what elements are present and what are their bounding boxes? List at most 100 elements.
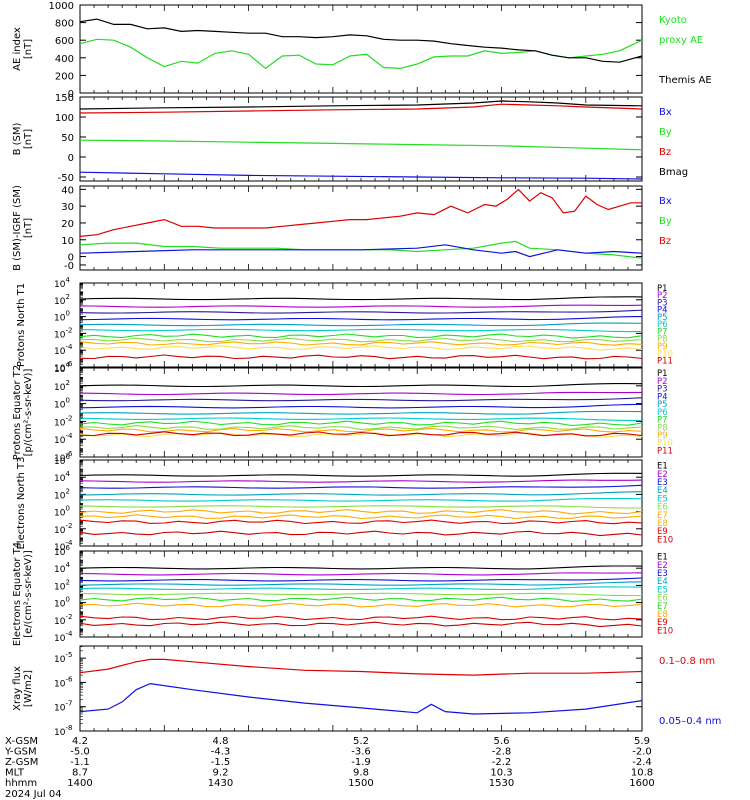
- series-e10: [80, 530, 642, 537]
- legend-p4: P4: [657, 392, 668, 402]
- legend-p3: P3: [657, 385, 668, 395]
- legend-label: 0.1–0.8 nm: [659, 656, 715, 667]
- legend-p4: P4: [657, 306, 668, 316]
- legend-e1: E1: [657, 553, 668, 563]
- y-tick-label: 10-7: [54, 700, 72, 714]
- legend-e5: E5: [657, 494, 668, 504]
- footer-row-label: Y-GSM: [4, 747, 37, 758]
- footer-value: 1430: [208, 778, 233, 789]
- panel-8: 10-8 10-7 10-6 10-5 Xray flux[W/m2] 0.1–0.8 n…: [12, 645, 721, 738]
- legend-p5: P5: [657, 313, 668, 323]
- series-bx: [80, 244, 642, 258]
- legend-e6: E6: [657, 503, 668, 513]
- legend-p8: P8: [657, 423, 668, 433]
- series-p4: [80, 315, 642, 321]
- legend-label: Bx: [659, 196, 672, 207]
- y-axis-label: Protons Equator T2[p/(cm²-s-sr-keV)]: [12, 365, 34, 461]
- y-tick-label: 102: [54, 487, 70, 501]
- y-tick-label: 10: [61, 236, 74, 247]
- series-p7: [80, 420, 642, 427]
- y-tick-label: 10-2: [54, 522, 72, 536]
- series-e8: [80, 602, 642, 608]
- panel-frame: [79, 645, 643, 732]
- legend-e4: E4: [657, 486, 668, 496]
- y-axis-label: AE index[nT]: [12, 27, 34, 71]
- footer-value: 1530: [489, 778, 514, 789]
- y-tick-label: 0: [68, 153, 74, 164]
- series-e6: [80, 505, 642, 509]
- series-bz: [80, 188, 642, 237]
- y-tick-label: 10-6: [54, 675, 73, 689]
- legend-label: Bz: [659, 236, 671, 247]
- series-p11: [80, 431, 642, 437]
- y-tick-label: 10-4: [54, 432, 73, 446]
- y-tick-label: -50: [58, 173, 74, 184]
- panel-frame: [79, 185, 643, 271]
- legend-p1: P1: [657, 369, 668, 379]
- y-tick-label: -0: [64, 261, 74, 272]
- series-e5: [80, 497, 642, 502]
- y-axis-label: Protons North T1: [16, 283, 27, 367]
- y-axis-label: Xray flux[W/m2]: [12, 666, 34, 711]
- plot-area: [80, 188, 642, 259]
- y-axis-label: Electrons Equator T4[e/(cm²-s-sr-keV)]: [12, 542, 34, 646]
- series-e5: [80, 586, 642, 591]
- footer-value: 8.7: [72, 768, 88, 779]
- series-e8: [80, 514, 642, 520]
- y-tick-label: 800: [55, 19, 74, 30]
- series-e4: [80, 491, 642, 496]
- footer-row-label: hhmm: [5, 778, 37, 789]
- footer-value: -1.9: [351, 757, 371, 768]
- footer-value: 1500: [348, 778, 373, 789]
- plot-area: [80, 658, 642, 715]
- series-e4: [80, 581, 642, 586]
- series-bx: [80, 171, 642, 180]
- y-tick-label: 10-4: [54, 343, 73, 357]
- series-themis-ae: [80, 18, 642, 63]
- legend-p2: P2: [657, 291, 668, 301]
- legend-p1: P1: [657, 284, 668, 294]
- series-by: [80, 139, 642, 151]
- series-p9: [80, 427, 642, 433]
- legend-e8: E8: [657, 610, 668, 620]
- plot-area: [80, 383, 642, 438]
- series-e9: [80, 615, 642, 621]
- legend-p5: P5: [657, 400, 668, 410]
- y-tick-label: 100: [54, 596, 70, 610]
- footer-value: 10.3: [490, 768, 512, 779]
- series-p5: [80, 410, 642, 415]
- legend-e7: E7: [657, 602, 668, 612]
- series-e2: [80, 479, 642, 483]
- series-p11: [80, 354, 642, 360]
- series-p6: [80, 328, 642, 333]
- footer-value: 4.2: [72, 736, 88, 747]
- legend-e3: E3: [657, 569, 668, 579]
- legend-p9: P9: [657, 431, 668, 441]
- footer-value: -2.4: [632, 757, 652, 768]
- legend-p11: P11: [657, 357, 673, 367]
- legend-e3: E3: [657, 478, 668, 488]
- series-p8: [80, 337, 642, 343]
- series-p3: [80, 309, 642, 314]
- y-tick-label: 100: [54, 397, 70, 411]
- legend-e5: E5: [657, 585, 668, 595]
- legend-e9: E9: [657, 618, 668, 628]
- series-e7: [80, 596, 642, 602]
- footer-row-label: Z-GSM: [5, 757, 38, 768]
- plot-area: [80, 18, 642, 70]
- y-tick-label: 400: [55, 54, 74, 65]
- series-e1: [80, 565, 642, 570]
- legend-p3: P3: [657, 298, 668, 308]
- plot-area: [80, 472, 642, 537]
- footer-value: 1600: [629, 778, 654, 789]
- series-p7: [80, 333, 642, 339]
- footer-value: -1.5: [211, 757, 231, 768]
- series-e2: [80, 572, 642, 576]
- panel-3: 0 10 20 30 40 -0 B (SM)-IGRF (SM)[nT] Bx By Bz: [12, 185, 672, 272]
- y-axis-label: B (SM)[nT]: [12, 122, 34, 155]
- series-bmag: [80, 100, 642, 110]
- panel-2: -50 0 50 100 150 B (SM)[nT] Bx By Bz Bmag: [12, 93, 688, 184]
